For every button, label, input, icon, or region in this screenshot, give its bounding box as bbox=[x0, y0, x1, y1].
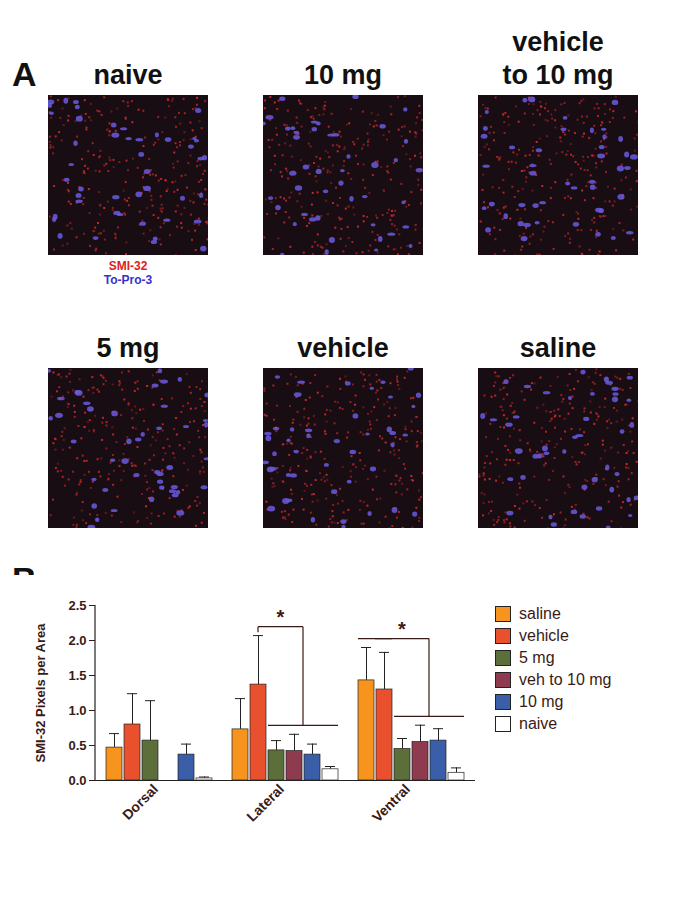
html-text:10 mg: 10 mg bbox=[519, 693, 564, 710]
svg-text:*: * bbox=[277, 606, 285, 628]
html-text:naive: naive bbox=[93, 59, 163, 90]
html-text:SMI-32: SMI-32 bbox=[108, 259, 148, 273]
svg-text:SMI-32 Pixels per Area: SMI-32 Pixels per Area bbox=[33, 623, 48, 763]
svg-text:Dorsal: Dorsal bbox=[119, 781, 161, 823]
html-text:5 mg: 5 mg bbox=[96, 332, 160, 363]
html-text:To-Pro-3: To-Pro-3 bbox=[103, 273, 153, 287]
svg-text:Ventral: Ventral bbox=[369, 781, 413, 825]
html-text:naive: naive bbox=[519, 715, 558, 732]
html-text:5 mg: 5 mg bbox=[519, 649, 555, 666]
html-text:vehicle: vehicle bbox=[519, 627, 569, 644]
svg-text:2.5: 2.5 bbox=[68, 598, 86, 613]
html-text:vehicle to 10 mg: vehicle to 10 mg bbox=[502, 27, 614, 90]
html-text:saline: saline bbox=[519, 332, 597, 363]
svg-text:1.5: 1.5 bbox=[68, 668, 86, 683]
svg-text:Lateral: Lateral bbox=[243, 781, 287, 825]
html-text:saline: saline bbox=[519, 605, 561, 622]
html-text:B: B bbox=[12, 560, 37, 598]
svg-text:*: * bbox=[398, 618, 406, 640]
svg-text:2.0: 2.0 bbox=[68, 633, 86, 648]
html-text:A: A bbox=[12, 55, 37, 93]
svg-text:1.0: 1.0 bbox=[68, 703, 86, 718]
svg-text:0.0: 0.0 bbox=[68, 773, 86, 788]
html-text:veh to 10 mg: veh to 10 mg bbox=[519, 671, 612, 688]
html-text:vehicle: vehicle bbox=[297, 332, 389, 363]
html-text:10 mg: 10 mg bbox=[304, 59, 382, 90]
svg-text:0.5: 0.5 bbox=[68, 738, 86, 753]
